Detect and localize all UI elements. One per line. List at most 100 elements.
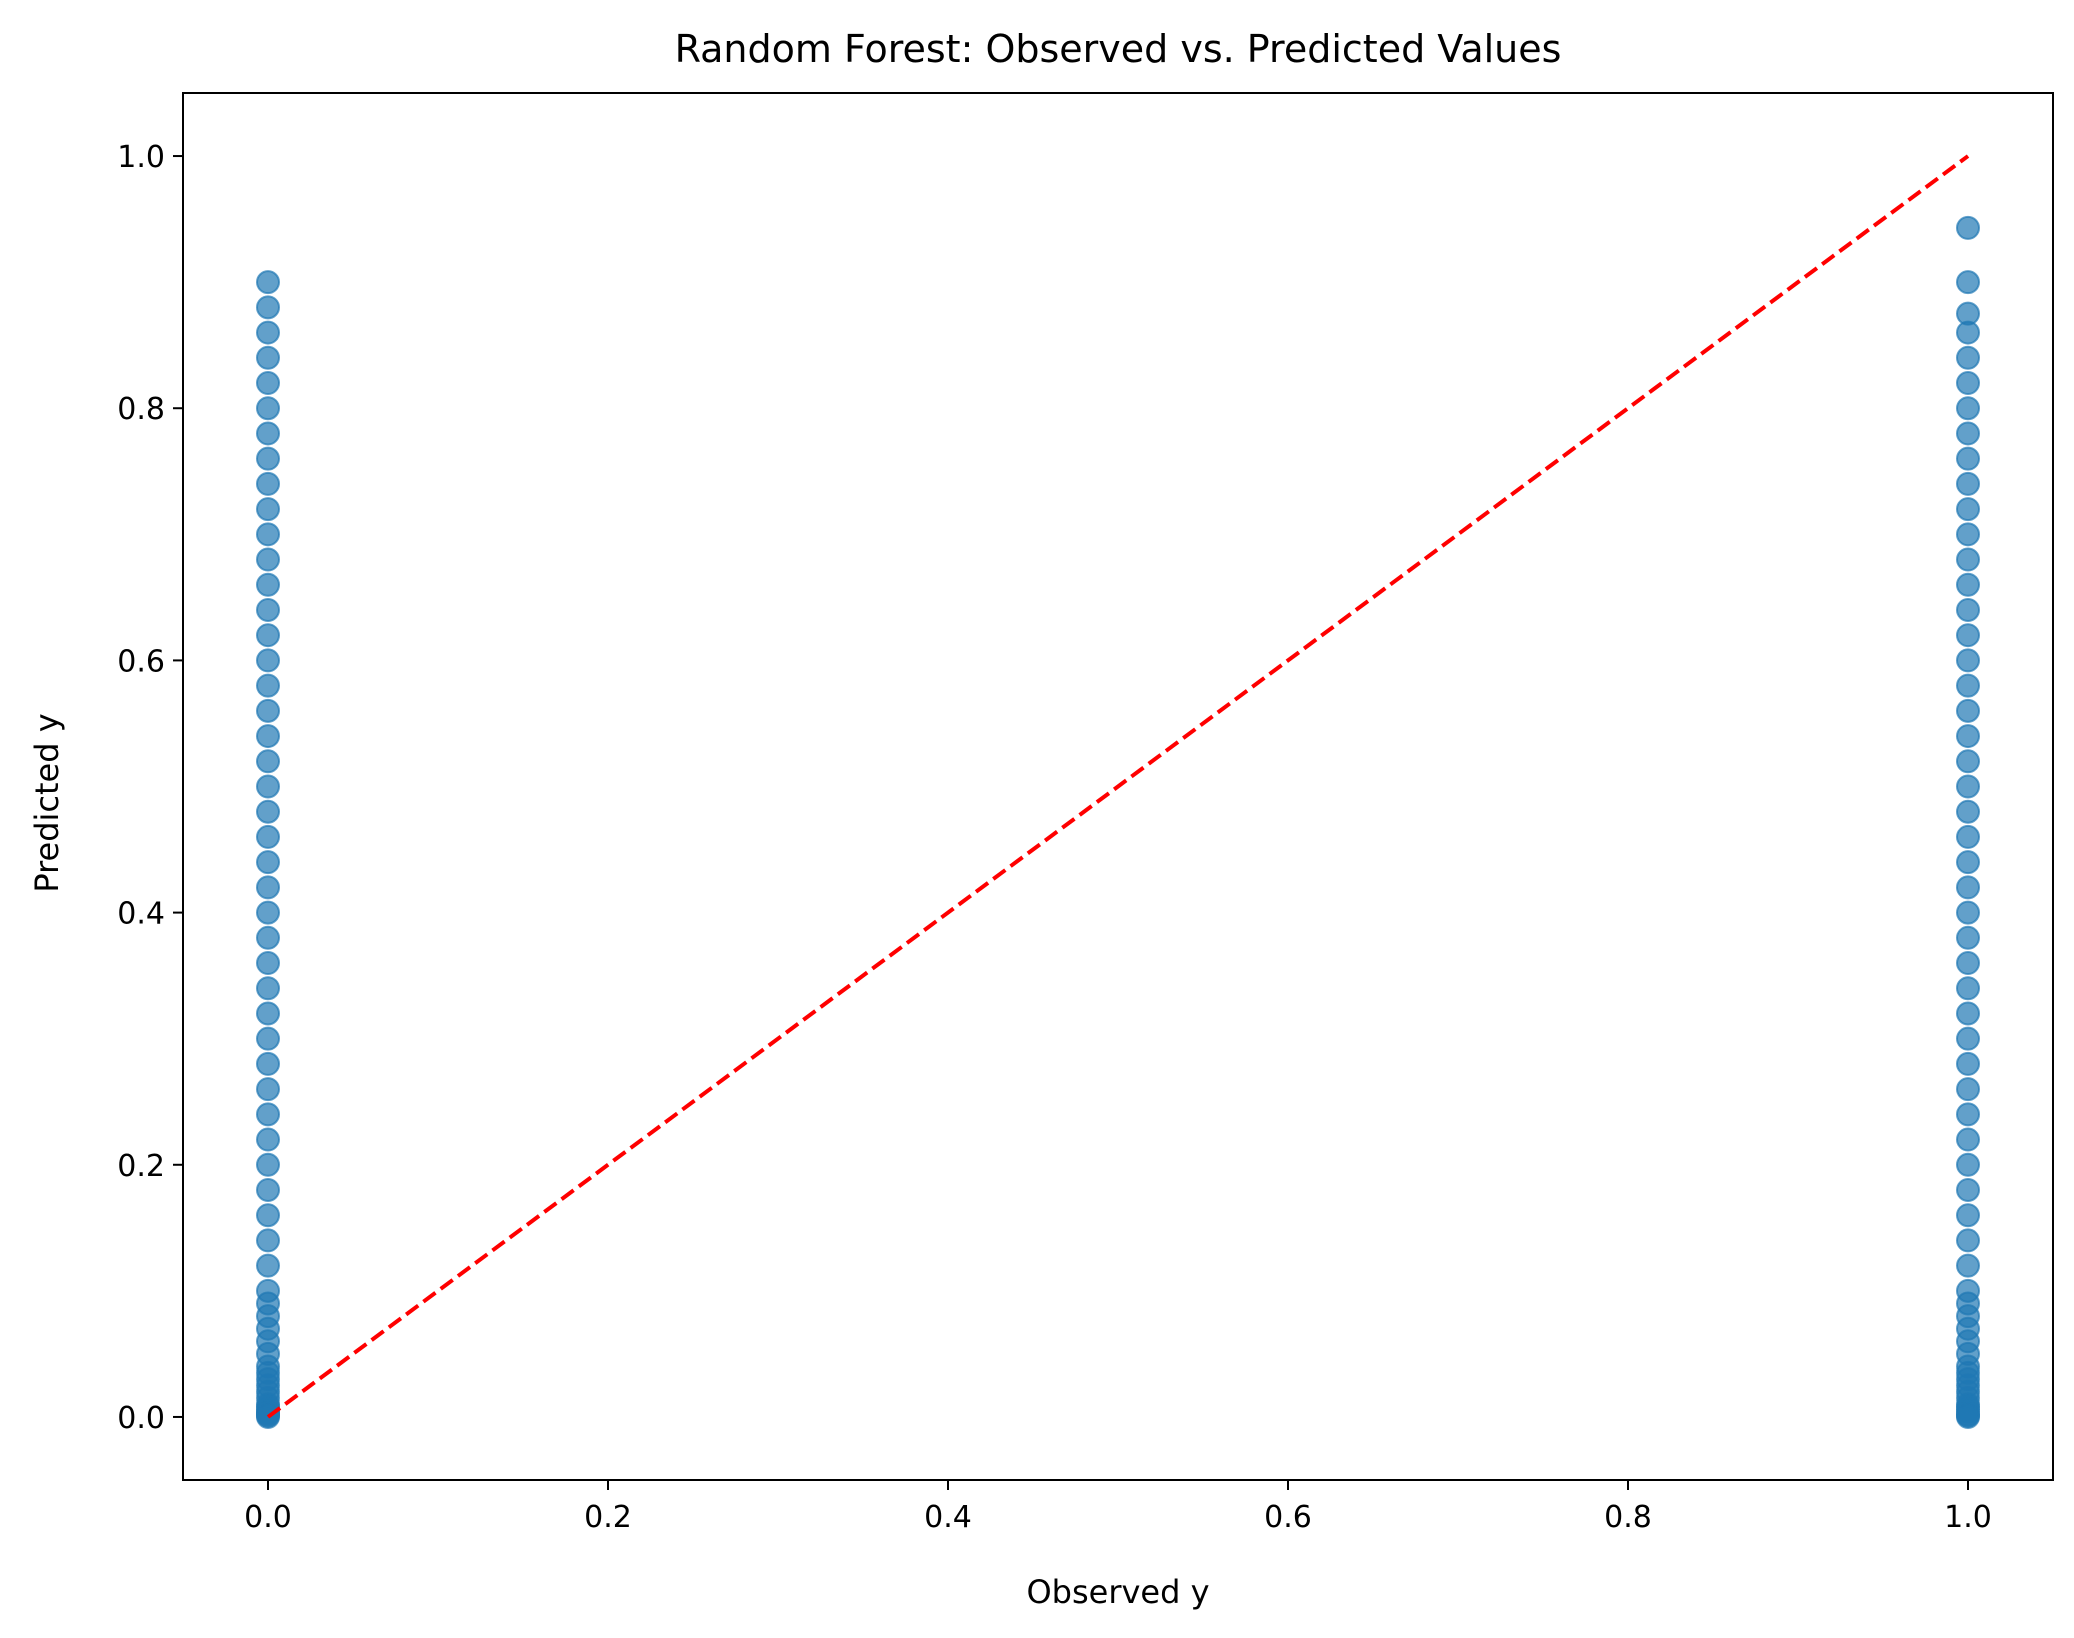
data-point — [256, 724, 280, 749]
data-point — [256, 572, 280, 597]
data-point — [1956, 547, 1980, 572]
data-point — [1956, 270, 1980, 295]
data-point — [1956, 320, 1980, 345]
data-point — [256, 522, 280, 547]
data-point — [256, 371, 280, 396]
x-tick-label: 0.4 — [924, 1500, 972, 1535]
data-point — [256, 850, 280, 875]
x-tick-label: 0.0 — [244, 1500, 292, 1535]
data-point — [1956, 900, 1980, 925]
data-point — [256, 648, 280, 673]
data-point — [1956, 951, 1980, 976]
y-tick-label: 1.0 — [117, 140, 165, 175]
data-point — [256, 1051, 280, 1076]
data-point — [256, 1001, 280, 1026]
data-point — [256, 925, 280, 950]
data-point — [256, 976, 280, 1001]
data-point — [256, 799, 280, 824]
data-point — [1956, 371, 1980, 396]
data-point — [1956, 1051, 1980, 1076]
data-point — [1956, 749, 1980, 774]
data-point — [1956, 850, 1980, 875]
data-point — [1956, 471, 1980, 496]
data-point — [1956, 799, 1980, 824]
plot-area — [256, 154, 1980, 1429]
data-point — [1956, 446, 1980, 471]
data-point — [256, 547, 280, 572]
data-point — [1956, 623, 1980, 648]
y-tick-label: 0.6 — [117, 644, 165, 679]
data-point — [1956, 396, 1980, 421]
data-point — [256, 1102, 280, 1127]
axes: 0.0 0.2 0.4 0.6 0.8 1.0 0.0 0.2 0.4 0.6 0.8 1.0 — [117, 140, 1992, 1535]
data-point — [1956, 1026, 1980, 1051]
data-point — [256, 1253, 280, 1278]
data-point — [256, 1077, 280, 1102]
data-point — [1956, 724, 1980, 749]
y-axis-label: Predicted y — [28, 713, 66, 892]
data-point — [256, 1228, 280, 1253]
data-point — [256, 875, 280, 900]
x-tick-label: 0.8 — [1604, 1500, 1652, 1535]
data-point — [256, 1127, 280, 1152]
data-point — [256, 900, 280, 925]
data-point — [256, 597, 280, 622]
data-point — [1956, 215, 1980, 240]
y-tick-label: 0.8 — [117, 392, 165, 427]
data-point — [256, 295, 280, 320]
data-point — [1956, 824, 1980, 849]
data-point — [1956, 522, 1980, 547]
data-point — [256, 396, 280, 421]
data-point — [1956, 875, 1980, 900]
data-point — [1956, 1001, 1980, 1026]
x-axis-label: Observed y — [1026, 1573, 1209, 1611]
data-point — [256, 774, 280, 799]
y-tick-label: 0.0 — [117, 1401, 165, 1436]
data-point — [1956, 648, 1980, 673]
data-point — [256, 270, 280, 295]
data-point — [1956, 774, 1980, 799]
x-tick-label: 0.2 — [584, 1500, 632, 1535]
x-tick-label: 0.6 — [1264, 1500, 1312, 1535]
data-point — [1956, 1253, 1980, 1278]
data-point — [1956, 597, 1980, 622]
data-point — [256, 698, 280, 723]
data-point — [256, 623, 280, 648]
data-point — [1956, 1203, 1980, 1228]
data-point — [1956, 1177, 1980, 1202]
data-point — [256, 497, 280, 522]
data-point — [1956, 1228, 1980, 1253]
y-tick-label: 0.2 — [117, 1149, 165, 1184]
data-point — [256, 951, 280, 976]
data-point — [1956, 925, 1980, 950]
plot-frame — [182, 92, 2054, 1481]
data-point — [1956, 1152, 1980, 1177]
data-point — [256, 446, 280, 471]
x-tick-label: 1.0 — [1944, 1500, 1992, 1535]
data-point — [256, 345, 280, 370]
data-point — [256, 320, 280, 345]
data-point — [1956, 698, 1980, 723]
data-point — [256, 471, 280, 496]
data-point — [1956, 976, 1980, 1001]
y-tick-label: 0.4 — [117, 897, 165, 932]
data-point — [1956, 673, 1980, 698]
data-point — [1956, 345, 1980, 370]
data-point — [256, 1152, 280, 1177]
reference-line — [266, 154, 1970, 1419]
data-point — [1956, 1404, 1980, 1429]
data-point — [256, 824, 280, 849]
data-point — [256, 421, 280, 446]
data-point — [256, 749, 280, 774]
data-point — [256, 1203, 280, 1228]
data-point — [1956, 1127, 1980, 1152]
data-point — [256, 1026, 280, 1051]
chart-title: Random Forest: Observed vs. Predicted Va… — [675, 27, 1562, 71]
data-point — [1956, 497, 1980, 522]
data-point — [256, 1177, 280, 1202]
data-point — [1956, 572, 1980, 597]
data-point — [1956, 1077, 1980, 1102]
data-point — [1956, 421, 1980, 446]
data-point — [256, 673, 280, 698]
